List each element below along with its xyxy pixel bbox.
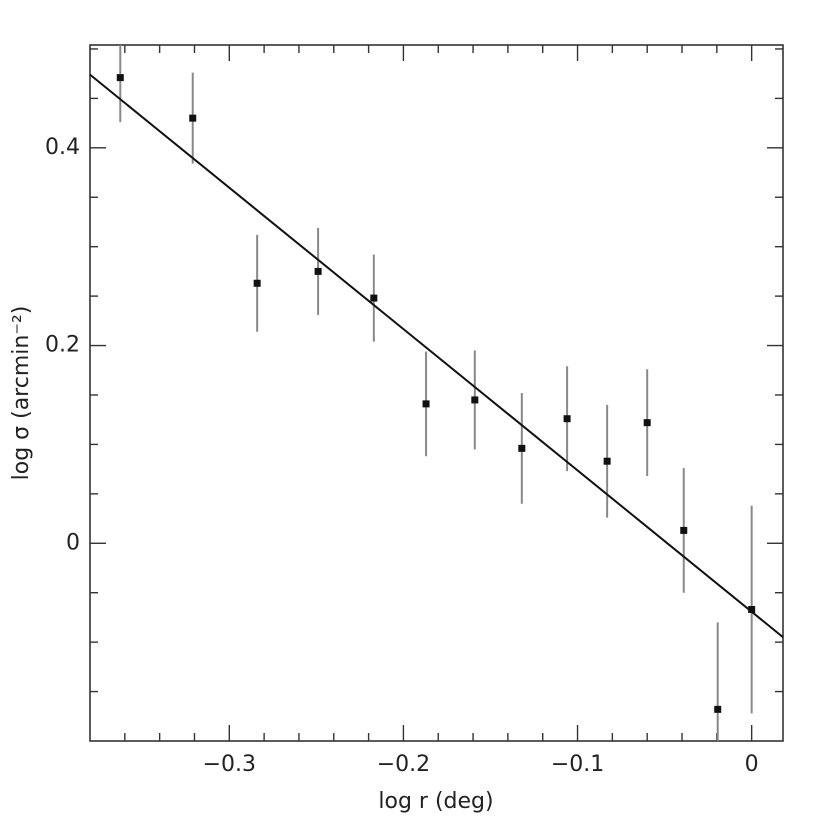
point [748,606,756,614]
x-tick-label: −0.2 [377,752,430,777]
x-tick-label: 0 [745,752,759,777]
point [422,400,430,408]
y-tick-label: 0 [66,530,80,555]
y-tick-label: 0.2 [45,333,80,358]
fit-line [89,73,784,638]
point [370,294,378,302]
x-axis-label: log r (deg) [378,789,493,814]
point [714,705,722,713]
point [189,114,197,122]
plot-frame [89,44,784,742]
point [518,444,526,452]
point [643,419,651,427]
y-axis-label: log σ (arcmin⁻²) [9,306,34,481]
point [603,457,611,465]
point [314,267,322,275]
point [471,396,479,404]
point [253,279,261,287]
x-tick-label: −0.1 [551,752,604,777]
point [563,415,571,423]
y-tick-label: 0.4 [45,135,80,160]
point [116,74,124,82]
point [680,526,688,534]
x-tick-label: −0.3 [203,752,256,777]
